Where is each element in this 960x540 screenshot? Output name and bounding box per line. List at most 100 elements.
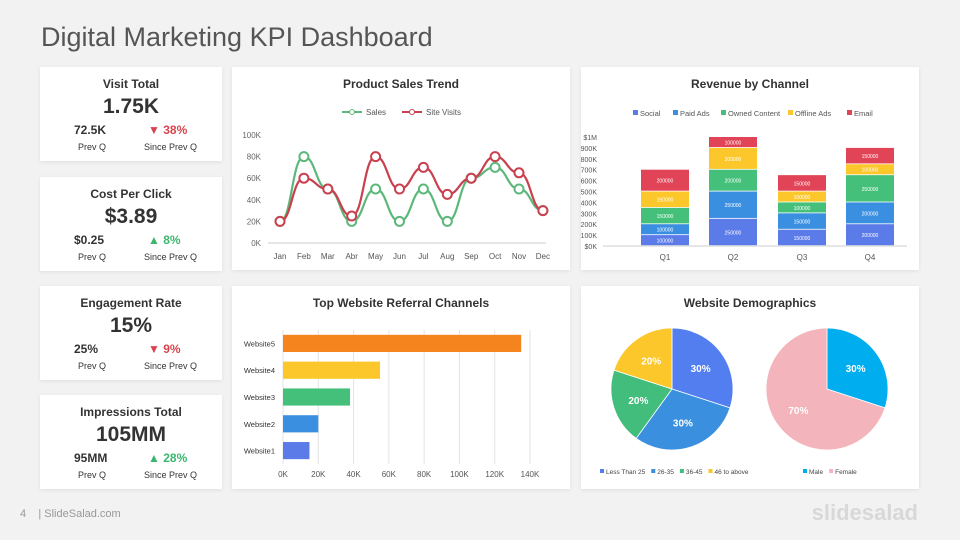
kpi-since-label: Since Prev Q [144, 361, 198, 371]
bar-segment [709, 137, 757, 148]
legend-label: Email [854, 109, 873, 118]
x-tick-label: 140K [521, 470, 540, 479]
legend-swatch [721, 110, 726, 115]
bar-segment [778, 191, 826, 202]
kpi-since-label: Since Prev Q [144, 142, 198, 152]
source: | SlideSalad.com [38, 508, 121, 520]
data-label: 150000 [794, 236, 811, 242]
bar-segment [778, 202, 826, 213]
data-label: 250000 [862, 187, 879, 193]
y-tick-label: $500K [581, 190, 597, 197]
legend-swatch [651, 469, 656, 473]
data-label: 150000 [657, 214, 674, 220]
bar-segment [846, 202, 894, 224]
bar-segment [778, 229, 826, 246]
legend-swatch [788, 110, 793, 115]
bar-segment [641, 191, 689, 208]
x-tick-label: Sep [464, 252, 479, 261]
data-label: 200000 [725, 179, 742, 185]
product-sales-trend-card: Product Sales Trend 0K 20K 40K 60K 80K 100K Ja… [232, 67, 570, 270]
kpi-prev-value: 72.5K [74, 123, 107, 137]
data-label: 100000 [794, 206, 811, 212]
bar-segment [846, 175, 894, 202]
y-tick-label: Website1 [244, 447, 275, 456]
kpi-since-label: Since Prev Q [144, 252, 198, 262]
bar [283, 415, 319, 433]
legend-label: Less Than 25 [606, 469, 646, 476]
bar-segment [641, 207, 689, 224]
bar [283, 388, 351, 406]
chart-title: Website Demographics [683, 296, 817, 310]
y-tick-label: $900K [581, 146, 597, 153]
legend-swatch [600, 469, 604, 473]
data-point [322, 183, 334, 195]
kpi-change-value: 9% [163, 342, 181, 356]
y-tick-label: 100K [242, 131, 261, 140]
kpi-heading: Visit Total [102, 77, 160, 91]
data-point [298, 151, 310, 163]
line-chart: 0K 20K 40K 60K 80K 100K Jan Feb Mar Abr May Jun Jul A… [242, 108, 550, 261]
kpi-prev-label: Prev Q [78, 470, 107, 480]
legend-swatch [679, 469, 684, 473]
x-tick-label: Abr [345, 252, 358, 261]
data-point [513, 183, 525, 195]
x-tick-label: 20K [311, 470, 326, 479]
data-point [370, 183, 382, 195]
y-tick-label: $400K [581, 200, 597, 207]
data-point [346, 210, 358, 222]
data-label: 150000 [657, 198, 674, 204]
bar-segment [846, 147, 894, 164]
x-tick-label: 0K [278, 470, 288, 479]
x-tick-label: Q2 [728, 253, 739, 262]
revenue-by-channel-card: Revenue by Channel $0K $100K $200K $300K $40… [581, 67, 919, 270]
y-tick-label: 60K [247, 174, 262, 183]
data-label: 100000 [657, 239, 674, 245]
logo: slidesalad [811, 500, 918, 525]
data-point [465, 172, 477, 184]
kpi-change: ▲ 28% [148, 451, 187, 465]
y-tick-label: $600K [581, 179, 597, 186]
data-point [394, 215, 405, 227]
legend-label: 26-35 [657, 469, 674, 476]
kpi-value: 1.75K [102, 95, 160, 118]
series-line [279, 155, 544, 223]
kpi-heading: Cost Per Click [90, 187, 172, 201]
legend-label: Site Visits [426, 108, 461, 117]
kpi-value: 105MM [95, 423, 167, 446]
kpi-card: Impressions Total 105MM 95MM ▲ 28% Prev … [40, 395, 222, 489]
legend-label: Offline Ads [795, 109, 831, 118]
x-tick-label: Mar [321, 252, 335, 261]
data-label: 150000 [794, 219, 811, 225]
x-tick-label: Aug [440, 252, 454, 261]
pie-slice [635, 388, 731, 451]
legend-marker [409, 109, 415, 115]
page-title: Digital Marketing KPI Dashboard [41, 22, 433, 52]
legend-swatch [673, 110, 678, 115]
kpi-prev-label: Prev Q [78, 252, 107, 262]
bar-segment [641, 235, 689, 246]
y-tick-label: $0K [585, 244, 598, 251]
slice-label: 30% [673, 419, 693, 430]
data-label: 100000 [725, 140, 742, 146]
kpi-card: Engagement Rate 15% 25% ▼ 9% Prev Q Sinc… [40, 286, 222, 380]
data-label: 100000 [794, 195, 811, 201]
data-label: 150000 [862, 154, 879, 160]
data-point [274, 215, 286, 227]
x-tick-label: Jan [274, 252, 287, 261]
y-tick-label: $200K [581, 222, 597, 229]
legend-swatch [829, 469, 834, 473]
data-point [489, 151, 501, 163]
referral-channels-card: Top Website Referral Channels 0K 20K 40K 60… [232, 286, 570, 489]
x-tick-label: Jul [418, 252, 428, 261]
x-tick-label: 80K [417, 470, 432, 479]
chart-title: Top Website Referral Channels [312, 296, 490, 310]
data-label: 200000 [862, 233, 879, 239]
x-tick-label: Oct [489, 252, 502, 261]
arrow-up-icon: ▲ [148, 233, 160, 247]
y-tick-label: $700K [581, 168, 597, 175]
bar-segment [846, 224, 894, 246]
y-tick-label: $1M [583, 135, 597, 142]
slice-label: 30% [846, 364, 866, 375]
y-tick-label: Website2 [244, 420, 275, 429]
data-label: 250000 [725, 203, 742, 209]
